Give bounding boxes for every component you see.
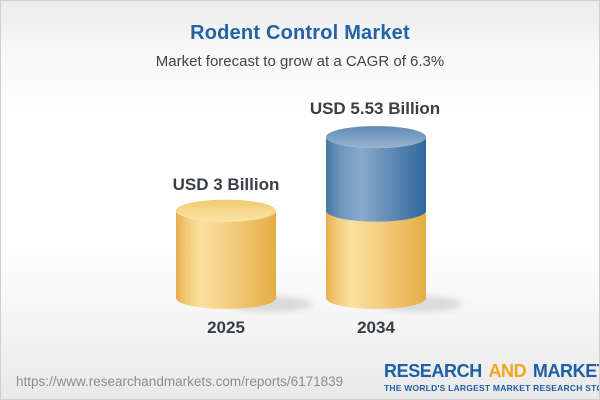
research-and-markets-logo: RESEARCH AND MARKETS THE WORLD'S LARGEST…	[384, 361, 600, 393]
logo-tagline: THE WORLD'S LARGEST MARKET RESEARCH STOR…	[384, 383, 600, 393]
cylinder-2025-body	[176, 210, 276, 309]
page-subtitle: Market forecast to grow at a CAGR of 6.3…	[155, 53, 445, 70]
cylinder-2025-top	[176, 199, 276, 222]
category-label-2025: 2025	[207, 318, 245, 337]
cylinder-2034-base-segment	[326, 210, 426, 309]
logo-word-and: AND	[488, 361, 527, 381]
logo-word-markets: MARKETS	[532, 361, 599, 381]
logo-word-research: RESEARCH	[384, 361, 482, 381]
value-label-2034: USD 5.53 Billion	[309, 99, 441, 118]
report-url: https://www.researchandmarkets.com/repor…	[16, 374, 344, 389]
category-label-2034: 2034	[357, 318, 395, 337]
cylinder-2034-growth-segment	[326, 137, 426, 222]
page-title: Rodent Control Market	[190, 22, 410, 44]
logo-wordmark: RESEARCH AND MARKETS	[384, 361, 599, 381]
value-label-2025: USD 3 Billion	[172, 175, 280, 194]
cylinder-2034-top	[326, 126, 426, 149]
